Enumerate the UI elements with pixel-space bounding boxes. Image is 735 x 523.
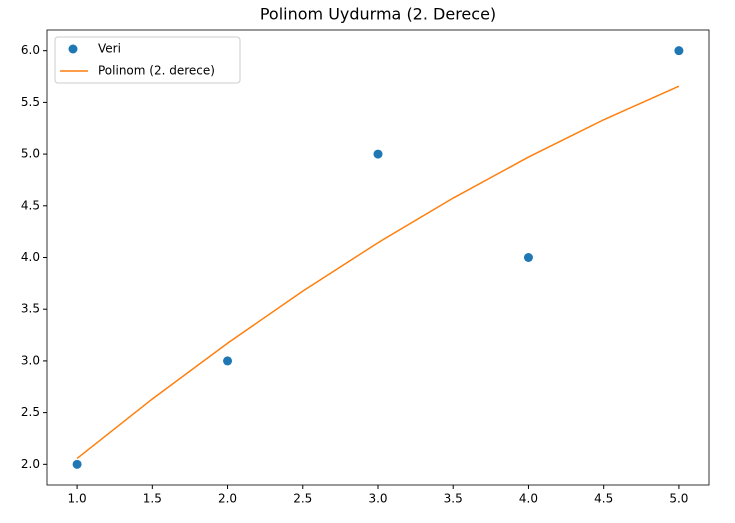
data-point [674,46,684,56]
y-tick-label: 5.0 [21,147,40,161]
x-tick-label: 3.0 [368,492,387,506]
y-tick-label: 4.5 [21,198,40,212]
x-tick-label: 1.5 [143,492,162,506]
axes-frame [46,29,710,486]
x-tick-label: 3.5 [444,492,463,506]
x-tick-label: 1.0 [68,492,87,506]
legend-label: Polinom (2. derece) [98,64,215,78]
chart-title: Polinom Uydurma (2. Derece) [260,5,496,24]
data-point [373,149,383,159]
fit-line [76,85,680,460]
x-tick-label: 4.0 [519,492,538,506]
x-tick-label: 5.0 [669,492,688,506]
legend-label: Veri [98,42,121,56]
x-tick-label: 2.5 [293,492,312,506]
y-tick-label: 5.5 [21,95,40,109]
data-point [523,253,533,262]
y-tick-label: 4.0 [21,250,40,264]
legend-marker [68,44,78,54]
legend-box [54,36,241,84]
x-tick-label: 4.5 [594,492,613,506]
y-tick-label: 6.0 [21,43,40,57]
data-point [72,459,82,469]
x-tick-label: 2.0 [218,492,237,506]
y-tick-label: 3.0 [21,353,40,367]
data-point [223,356,233,366]
y-tick-label: 3.5 [21,302,40,316]
y-tick-label: 2.5 [21,405,40,419]
y-tick-label: 2.0 [21,457,40,471]
